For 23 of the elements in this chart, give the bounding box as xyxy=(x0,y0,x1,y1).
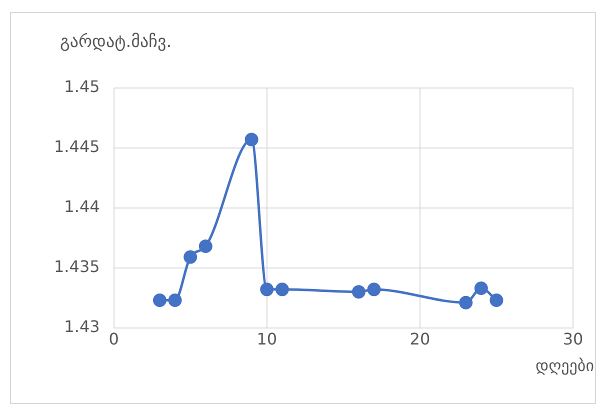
x-tick-label: 0 xyxy=(108,330,119,349)
point xyxy=(152,293,166,307)
y-tick-label: 1.435 xyxy=(54,257,100,276)
y-tick-label: 1.45 xyxy=(64,77,100,96)
x-axis-title: დღეები xyxy=(536,356,594,375)
point xyxy=(260,282,274,296)
x-tick-label: 30 xyxy=(562,330,584,349)
y-tick-label: 1.44 xyxy=(64,197,100,216)
x-tick-label: 10 xyxy=(256,330,278,349)
point xyxy=(244,132,258,146)
point xyxy=(367,282,381,296)
point xyxy=(474,281,488,295)
point xyxy=(198,240,212,254)
y-tick-label: 1.43 xyxy=(64,316,100,336)
point xyxy=(184,250,198,264)
point xyxy=(168,293,182,307)
y-tick-label: 1.445 xyxy=(54,137,100,156)
point xyxy=(352,285,366,299)
point xyxy=(275,282,289,296)
y-axis-title: გარდატ.მაჩვ. xyxy=(60,32,172,52)
x-tick-label: 20 xyxy=(410,330,430,349)
point xyxy=(490,293,504,307)
point xyxy=(459,296,473,310)
